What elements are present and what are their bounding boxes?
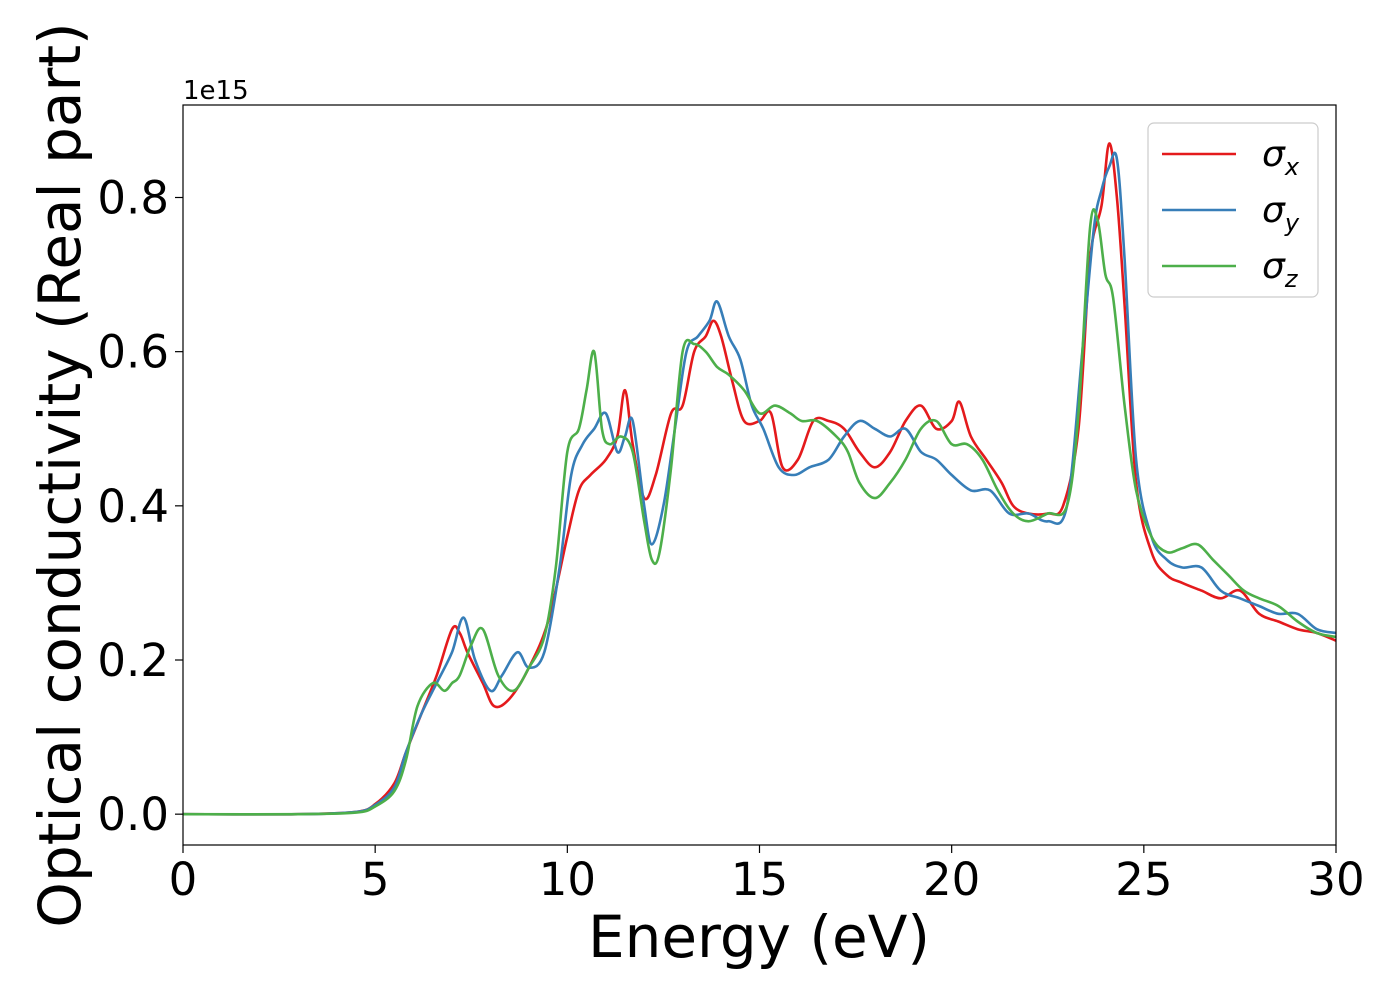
x-tick-label: 10 [539,853,596,906]
series-line-sigma-x [182,142,1337,816]
y-axis-ticks: 0.0 0.2 0.4 0.6 0.8 [97,172,183,841]
series-line-sigma-y [182,151,1337,816]
x-tick-label: 30 [1307,853,1364,906]
x-axis-label: Energy (eV) [588,903,930,971]
x-tick-label: 0 [169,853,198,906]
legend-label-sigma-z: σz [1262,246,1299,293]
y-tick-label: 0.2 [97,634,169,687]
y-tick-label: 0.8 [97,172,169,225]
legend-label-sigma-x: σx [1262,134,1300,181]
x-tick-label: 20 [923,853,980,906]
x-tick-label: 5 [361,853,390,906]
y-axis-label: Optical conductivity (Real part) [26,22,94,927]
plot-area [183,105,1336,845]
series-line-sigma-z [182,208,1337,816]
x-tick-label: 25 [1115,853,1172,906]
legend: σx σy σz [1147,122,1319,298]
y-tick-label: 0.0 [97,788,169,841]
series-layer [182,142,1337,816]
plot-frame [182,104,1337,846]
x-tick-label: 15 [731,853,788,906]
y-offset-label: 1e15 [183,76,249,106]
y-tick-label: 0.6 [97,326,169,379]
y-tick-label: 0.4 [97,480,169,533]
legend-label-sigma-y: σy [1262,190,1300,237]
x-axis-ticks: 0 5 10 15 20 25 30 [169,845,1365,906]
